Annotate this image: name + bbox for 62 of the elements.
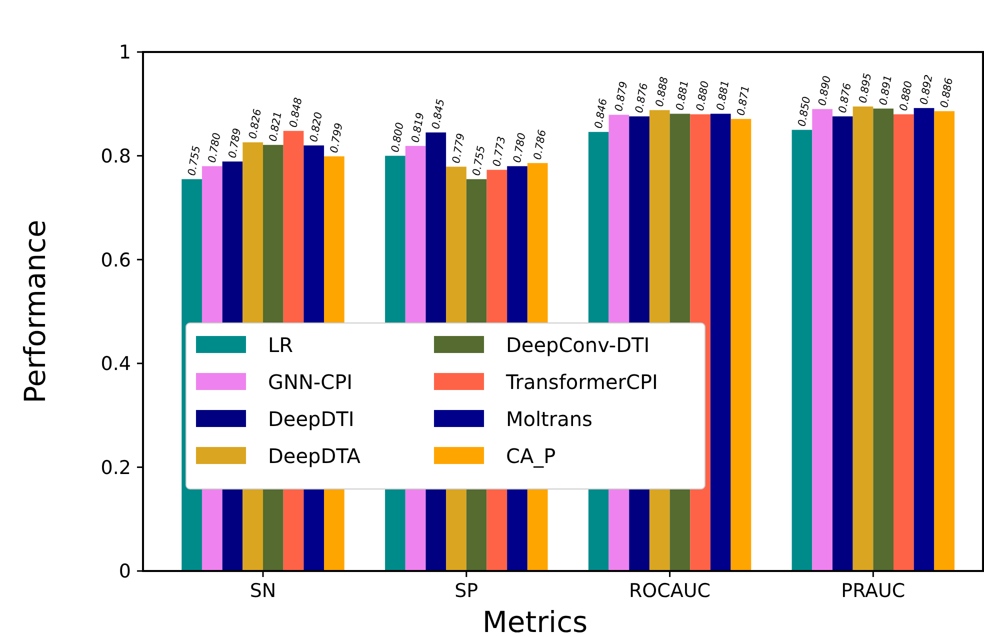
data-label: 0.780 <box>511 132 528 164</box>
data-label: 0.871 <box>735 84 752 116</box>
legend-label: DeepDTI <box>268 407 354 431</box>
bar <box>852 106 874 571</box>
bar <box>710 114 731 571</box>
bar <box>894 114 914 571</box>
legend-label: DeepConv-DTI <box>506 333 650 357</box>
legend-label: LR <box>268 333 294 357</box>
data-label: 0.821 <box>267 110 284 142</box>
data-label: 0.890 <box>816 74 834 107</box>
data-label: 0.891 <box>877 74 895 106</box>
data-label: 0.819 <box>410 111 427 144</box>
y-tick-label: 0.2 <box>100 456 131 479</box>
bar <box>730 118 752 571</box>
data-label: 0.888 <box>654 76 671 108</box>
x-tick-label: ROCAUC <box>628 580 711 602</box>
y-axis-title: Performance <box>18 220 52 404</box>
bar <box>832 116 853 571</box>
y-tick-label: 0.6 <box>100 249 131 272</box>
data-label: 0.773 <box>491 136 508 168</box>
y-tick-label: 0.4 <box>100 353 131 376</box>
x-axis-title: Metrics <box>482 605 588 637</box>
data-label: 0.820 <box>308 110 326 143</box>
data-label: 0.826 <box>246 108 264 140</box>
bar <box>812 109 832 571</box>
bar <box>914 108 934 571</box>
data-label: 0.876 <box>836 82 854 114</box>
legend-label: GNN-CPI <box>268 370 353 394</box>
legend-label: TransformerCPI <box>505 370 658 394</box>
data-label: 0.886 <box>938 76 956 109</box>
y-tick-label: 1 <box>118 42 131 64</box>
data-label: 0.845 <box>430 98 448 130</box>
data-label: 0.895 <box>857 72 874 104</box>
legend-label: Moltrans <box>506 407 592 431</box>
data-label: 0.799 <box>328 122 346 154</box>
x-tick-label: SN <box>250 580 276 602</box>
bar <box>792 130 812 571</box>
y-tick-label: 0.8 <box>100 145 131 168</box>
y-tick-label: 0 <box>118 560 131 583</box>
data-label: 0.755 <box>470 144 488 177</box>
legend-label: CA_P <box>506 444 556 468</box>
data-label: 0.846 <box>592 97 610 130</box>
data-label: 0.892 <box>918 74 936 106</box>
x-tick-label: PRAUC <box>841 580 906 602</box>
data-label: 0.848 <box>288 96 305 128</box>
bar <box>873 108 894 571</box>
data-label: 0.780 <box>206 132 224 164</box>
data-label: 0.755 <box>186 144 204 177</box>
data-label: 0.881 <box>674 80 692 112</box>
data-label: 0.786 <box>532 128 549 161</box>
bar <box>934 111 955 571</box>
data-label: 0.789 <box>226 127 244 160</box>
data-label: 0.879 <box>613 80 630 112</box>
data-label: 0.850 <box>796 95 814 128</box>
data-label: 0.800 <box>389 121 406 154</box>
x-tick-label: SP <box>454 580 478 602</box>
data-label: 0.880 <box>694 80 712 112</box>
data-label: 0.881 <box>714 80 732 112</box>
data-label: 0.876 <box>633 82 650 114</box>
data-label: 0.779 <box>450 132 468 164</box>
legend-label: DeepDTA <box>268 444 361 468</box>
data-label: 0.880 <box>898 80 915 112</box>
